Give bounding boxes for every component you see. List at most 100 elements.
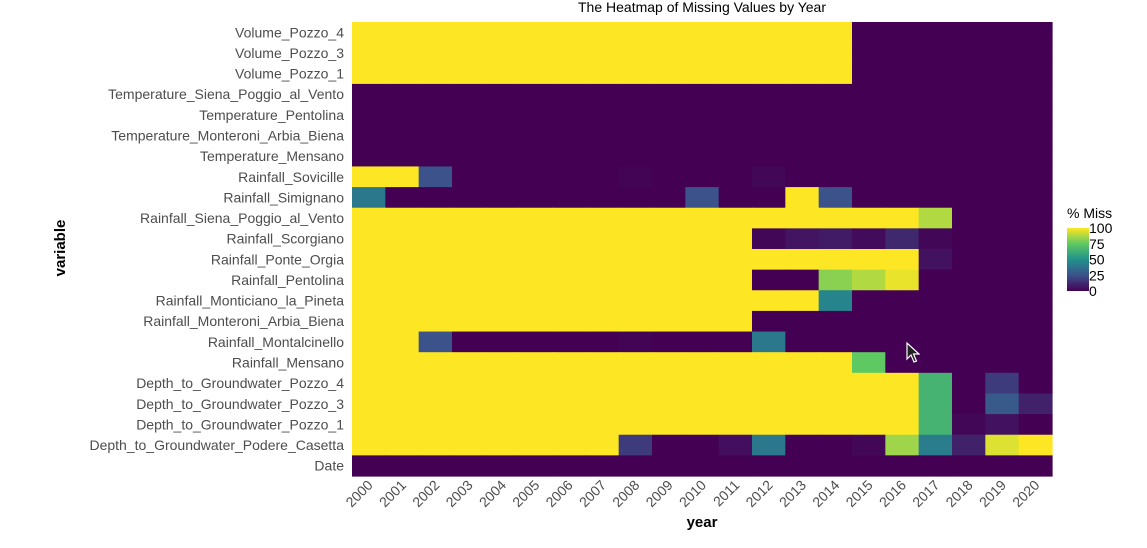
heatmap-cell	[452, 393, 486, 415]
heatmap-cell	[885, 187, 920, 209]
y-tick-label: Rainfall_Monteroni_Arbia_Biena	[143, 313, 344, 329]
heatmap-cell	[385, 352, 420, 374]
heatmap-cell	[352, 393, 386, 415]
heatmap-cell	[685, 310, 720, 333]
heatmap-cell	[585, 166, 620, 188]
heatmap-cell	[552, 393, 586, 415]
heatmap-cell	[718, 310, 753, 333]
heatmap-cell	[985, 414, 1020, 436]
heatmap-cell	[552, 331, 586, 353]
heatmap-cell	[918, 310, 953, 333]
heatmap-cell	[952, 331, 986, 353]
heatmap-cell	[685, 331, 720, 353]
heatmap-cell	[952, 310, 986, 333]
heatmap-cell	[452, 42, 486, 64]
heatmap-cell	[385, 393, 420, 415]
heatmap-cell	[918, 42, 953, 64]
heatmap-cell	[785, 22, 820, 44]
heatmap-cell	[918, 455, 953, 477]
heatmap-cell	[485, 352, 520, 374]
heatmap-cell	[652, 434, 686, 456]
heatmap-cell	[952, 455, 986, 477]
heatmap-cell	[518, 310, 553, 333]
x-tick-label: 2009	[642, 477, 675, 510]
x-tick-label: 2012	[742, 477, 775, 510]
heatmap-cell	[652, 83, 686, 106]
heatmap-cell	[918, 269, 953, 291]
heatmap-cell	[818, 187, 853, 209]
heatmap-cell	[918, 331, 953, 353]
heatmap-cell	[585, 63, 620, 85]
legend-tick-label: 100	[1089, 220, 1113, 236]
y-tick-labels: Volume_Pozzo_4 Volume_Pozzo_3 Volume_Pozzo…	[89, 24, 344, 473]
heatmap-cells	[352, 22, 1053, 477]
heatmap-cell	[718, 63, 753, 85]
heatmap-cell	[985, 249, 1020, 271]
heatmap-cell	[518, 145, 553, 168]
heatmap-cell	[785, 455, 820, 477]
heatmap-cell	[885, 414, 920, 436]
heatmap-cell	[352, 42, 386, 64]
heatmap-cell	[418, 310, 453, 333]
heatmap-cell	[785, 290, 820, 312]
heatmap-cell	[518, 269, 553, 291]
legend-colorbar	[1067, 228, 1089, 291]
heatmap-cell	[585, 393, 620, 415]
heatmap-cell	[718, 228, 753, 250]
heatmap-cell	[385, 310, 420, 333]
heatmap-cell	[818, 434, 853, 456]
y-tick-label: Rainfall_Ponte_Orgia	[211, 251, 344, 267]
heatmap-cell	[385, 249, 420, 271]
heatmap-cell	[618, 455, 653, 477]
heatmap-cell	[585, 434, 620, 456]
x-tick-label: 2011	[710, 477, 743, 510]
heatmap-cell	[852, 290, 886, 312]
heatmap-cell	[918, 290, 953, 312]
heatmap-cell	[585, 290, 620, 312]
heatmap-cell	[685, 455, 720, 477]
heatmap-cell	[718, 207, 753, 229]
heatmap-cell	[918, 145, 953, 168]
heatmap-cell	[518, 455, 553, 477]
heatmap-cell	[785, 372, 820, 395]
heatmap-cell	[652, 331, 686, 353]
heatmap-cell	[852, 414, 886, 436]
heatmap-cell	[652, 207, 686, 229]
heatmap-cell	[552, 187, 586, 209]
heatmap-cell	[585, 125, 620, 147]
chart-title: The Heatmap of Missing Values by Year	[578, 0, 826, 15]
heatmap-cell	[718, 42, 753, 64]
x-tick-label: 2003	[442, 477, 475, 510]
heatmap-cell	[518, 63, 553, 85]
x-tick-label: 2005	[509, 477, 542, 510]
heatmap-cell	[652, 166, 686, 188]
heatmap-cell	[385, 434, 420, 456]
legend-tick-label: 75	[1089, 236, 1105, 252]
heatmap-cell	[518, 166, 553, 188]
heatmap-cell	[485, 434, 520, 456]
heatmap-cell	[385, 63, 420, 85]
heatmap-cell	[652, 455, 686, 477]
heatmap-cell	[585, 310, 620, 333]
heatmap-cell	[418, 331, 453, 353]
heatmap-cell	[352, 352, 386, 374]
heatmap-cell	[852, 249, 886, 271]
heatmap-cell	[785, 125, 820, 147]
heatmap-cell	[485, 414, 520, 436]
heatmap-cell	[418, 104, 453, 126]
heatmap-cell	[518, 42, 553, 64]
heatmap-cell	[918, 22, 953, 44]
x-tick-label: 2006	[542, 477, 575, 510]
heatmap-cell	[885, 310, 920, 333]
heatmap-cell	[752, 290, 786, 312]
heatmap-cell	[685, 166, 720, 188]
heatmap-cell	[485, 310, 520, 333]
heatmap-cell	[985, 455, 1020, 477]
heatmap-cell	[1018, 187, 1053, 209]
y-tick-label: Rainfall_Pentolina	[231, 272, 344, 288]
legend-title: % Miss	[1067, 205, 1112, 221]
heatmap-cell	[452, 455, 486, 477]
heatmap-cell	[452, 269, 486, 291]
heatmap-cell	[485, 104, 520, 126]
heatmap-cell	[418, 125, 453, 147]
